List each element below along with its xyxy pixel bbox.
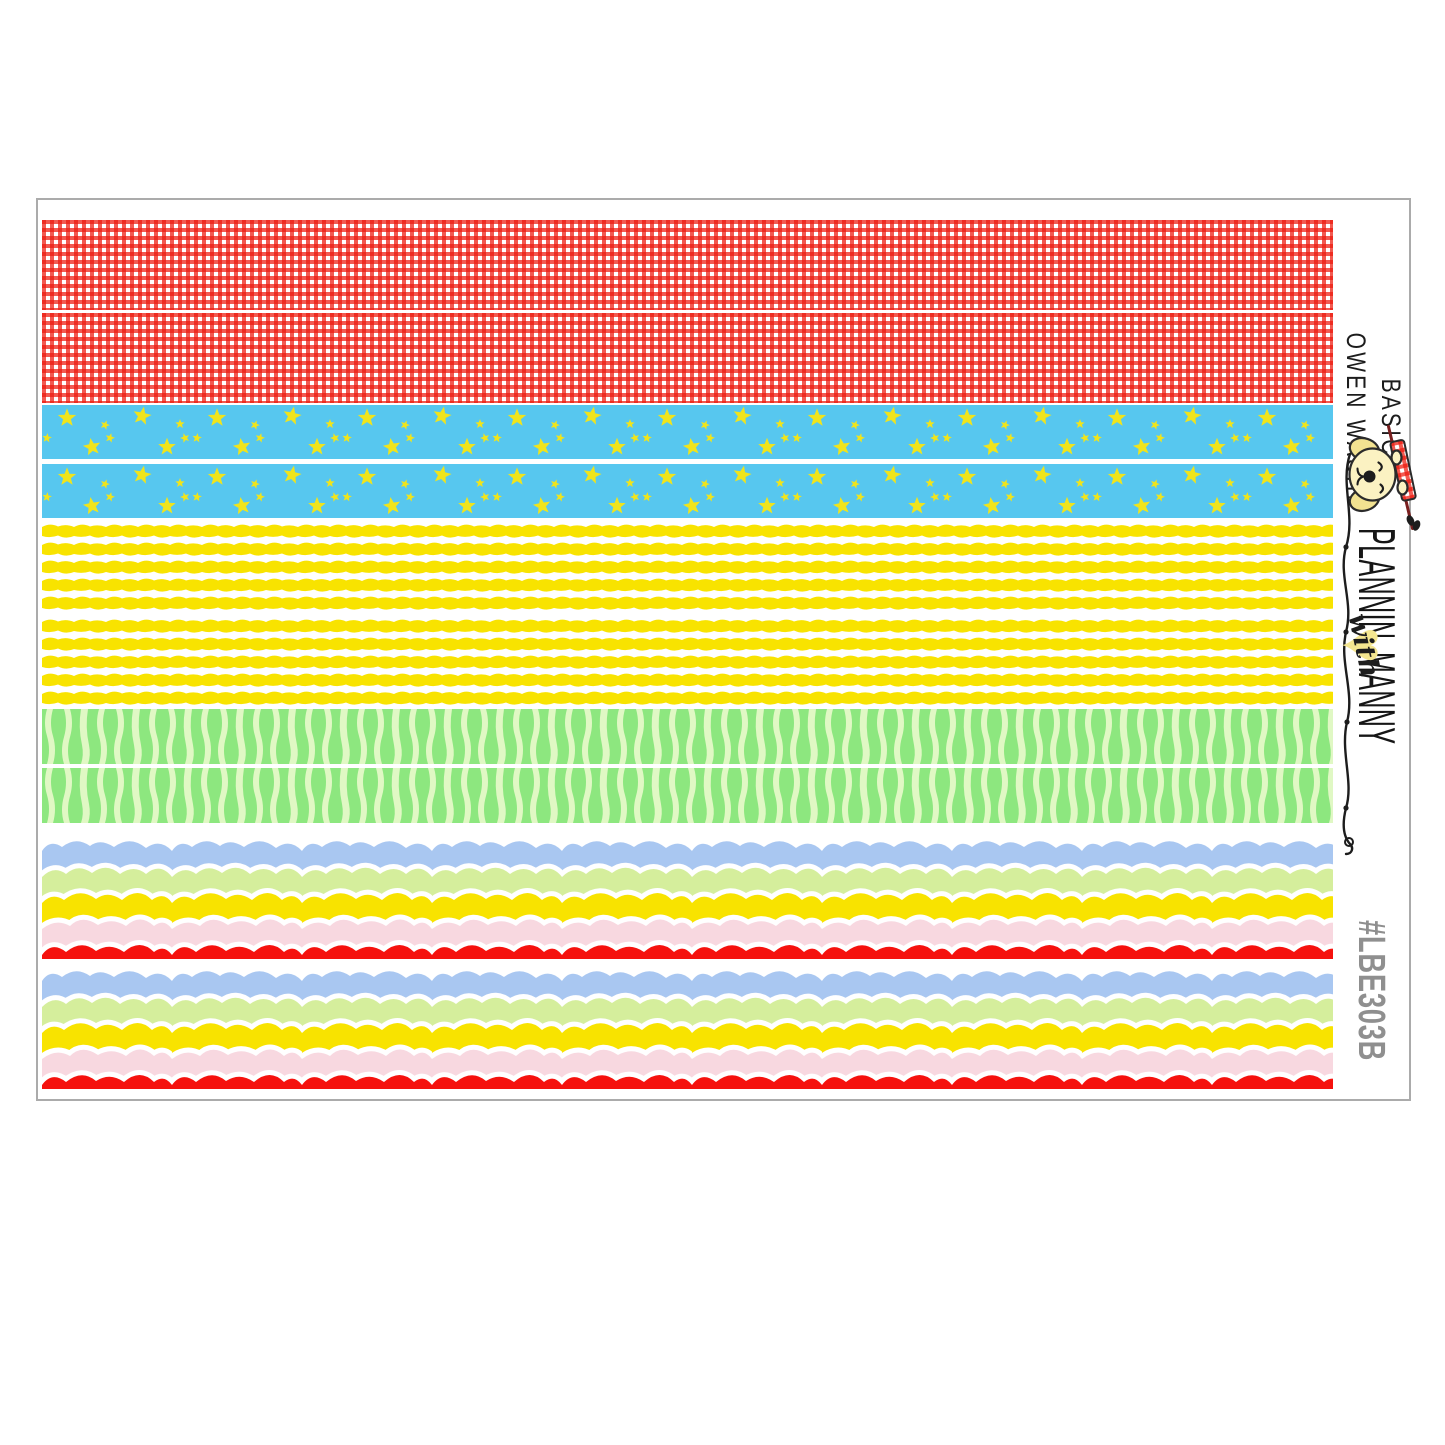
sku-code: #LBE303B: [1350, 920, 1392, 1062]
brand-logo: PLANNIN♥ with MANNY: [1329, 528, 1405, 745]
washi-strip-blue-stars-2: [42, 464, 1333, 518]
washi-strip-rainbow-scallops-2: [42, 963, 1333, 1089]
washi-strip-green-stripes-1: [42, 709, 1333, 764]
washi-strip-yellow-waves-2: [42, 617, 1333, 707]
washi-strip-yellow-waves-1: [42, 522, 1333, 612]
dog-mascot-icon: [1340, 425, 1425, 535]
washi-strip-green-stripes-2: [42, 768, 1333, 823]
washi-strip-rainbow-scallops-1: [42, 833, 1333, 959]
string-icon: [1342, 452, 1354, 856]
washi-strip-red-gingham-2: [42, 313, 1333, 403]
brand-name-with: with: [1341, 610, 1386, 681]
washi-strip-red-gingham-1: [42, 220, 1333, 310]
washi-strip-blue-stars-1: [42, 405, 1333, 459]
